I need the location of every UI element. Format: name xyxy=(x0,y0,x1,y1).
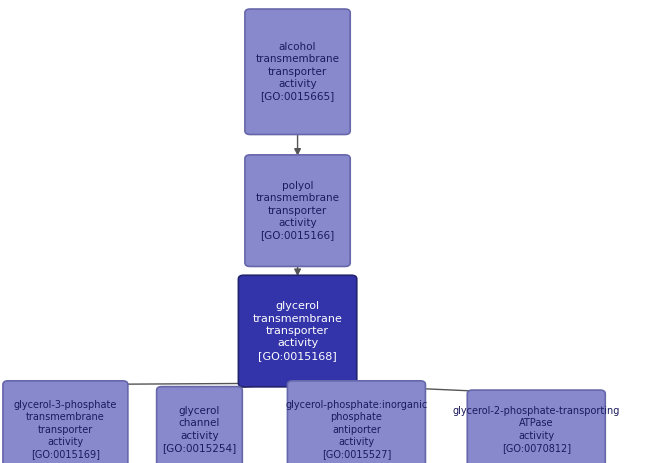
FancyBboxPatch shape xyxy=(238,275,357,387)
FancyBboxPatch shape xyxy=(245,155,351,266)
Text: glycerol-2-phosphate-transporting
ATPase
activity
[GO:0070812]: glycerol-2-phosphate-transporting ATPase… xyxy=(453,406,620,453)
FancyBboxPatch shape xyxy=(156,387,242,463)
Text: polyol
transmembrane
transporter
activity
[GO:0015166]: polyol transmembrane transporter activit… xyxy=(256,181,339,240)
FancyBboxPatch shape xyxy=(245,9,351,134)
FancyBboxPatch shape xyxy=(288,381,426,463)
Text: glycerol
channel
activity
[GO:0015254]: glycerol channel activity [GO:0015254] xyxy=(162,406,237,453)
Text: glycerol-3-phosphate
transmembrane
transporter
activity
[GO:0015169]: glycerol-3-phosphate transmembrane trans… xyxy=(14,400,117,459)
Text: alcohol
transmembrane
transporter
activity
[GO:0015665]: alcohol transmembrane transporter activi… xyxy=(256,42,339,101)
Text: glycerol-phosphate:inorganic
phosphate
antiporter
activity
[GO:0015527]: glycerol-phosphate:inorganic phosphate a… xyxy=(285,400,428,459)
FancyBboxPatch shape xyxy=(3,381,128,463)
FancyBboxPatch shape xyxy=(467,390,606,463)
Text: glycerol
transmembrane
transporter
activity
[GO:0015168]: glycerol transmembrane transporter activ… xyxy=(252,301,343,361)
